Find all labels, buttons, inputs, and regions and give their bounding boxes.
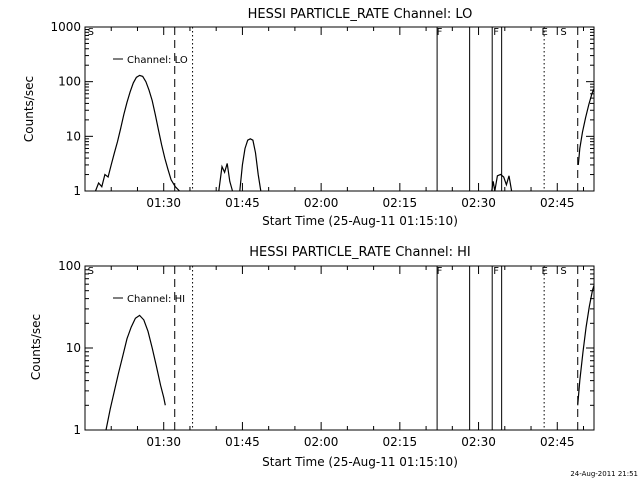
x-tick-label: 01:45 [225,196,260,210]
series-line-segment [577,88,595,165]
chart-title: HESSI PARTICLE_RATE Channel: LO [248,7,473,22]
event-marker-f: F [493,266,499,277]
event-lines [174,266,595,430]
series-line-segment [491,173,513,192]
event-marker-e: E [542,27,548,38]
lo-channel-panel: HESSI PARTICLE_RATE Channel: LO Counts/s… [22,7,595,228]
x-axis-label: Start Time (25-Aug-11 01:15:10) [262,455,458,469]
y-tick-label: 10 [66,341,81,355]
axis-ticks: 01:30 01:45 02:00 02:15 02:30 02:45 1 10 100 [58,259,594,449]
y-axis-label: Counts/sec [22,76,36,142]
axis-ticks: 01:30 01:45 02:00 02:15 02:30 02:45 1 10 100 1000 [50,20,594,210]
x-axis-label: Start Time (25-Aug-11 01:15:10) [262,214,458,228]
x-tick-label: 02:30 [461,435,496,449]
y-tick-label: 1000 [50,20,81,34]
x-tick-label: 02:00 [304,196,339,210]
x-tick-label: 01:30 [146,435,181,449]
series-line-segment [239,138,262,192]
y-tick-label: 1 [73,184,81,198]
legend-label: Channel: LO [127,55,188,66]
x-tick-label: 02:30 [461,196,496,210]
event-marker-f: F [437,266,443,277]
y-axis-label: Counts/sec [29,314,43,380]
y-tick-label: 100 [58,259,81,273]
event-marker-s: S [88,27,94,38]
y-tick-label: 100 [58,75,81,89]
event-marker-f: F [493,27,499,38]
legend-label: Channel: HI [127,294,185,305]
event-marker-f: F [437,27,443,38]
x-tick-label: 01:45 [225,435,260,449]
event-marker-s: S [88,266,94,277]
plot-frame [84,265,595,431]
event-marker-s: S [560,27,566,38]
data-series [105,285,595,431]
hi-channel-panel: HESSI PARTICLE_RATE Channel: HI Counts/s… [29,245,595,469]
data-series [94,74,595,192]
series-line-segment [105,314,166,431]
x-tick-label: 02:45 [540,196,575,210]
x-tick-label: 02:00 [304,435,339,449]
legend: Channel: HI [113,294,185,305]
plot-frame [84,26,595,192]
footer-timestamp: 24-Aug-2011 21:51 [570,470,638,478]
y-tick-label: 10 [66,129,81,143]
event-marker-s: S [560,266,566,277]
x-tick-label: 02:15 [383,435,418,449]
x-tick-label: 02:15 [383,196,418,210]
series-line-segment [94,74,180,192]
event-lines [174,27,595,191]
event-marker-e: E [542,266,548,277]
x-tick-label: 01:30 [146,196,181,210]
legend: Channel: LO [113,55,188,66]
series-line-segment [577,285,595,406]
x-tick-label: 02:45 [540,435,575,449]
series-line-segment [218,163,234,192]
y-tick-label: 1 [73,423,81,437]
chart-title: HESSI PARTICLE_RATE Channel: HI [249,245,470,260]
